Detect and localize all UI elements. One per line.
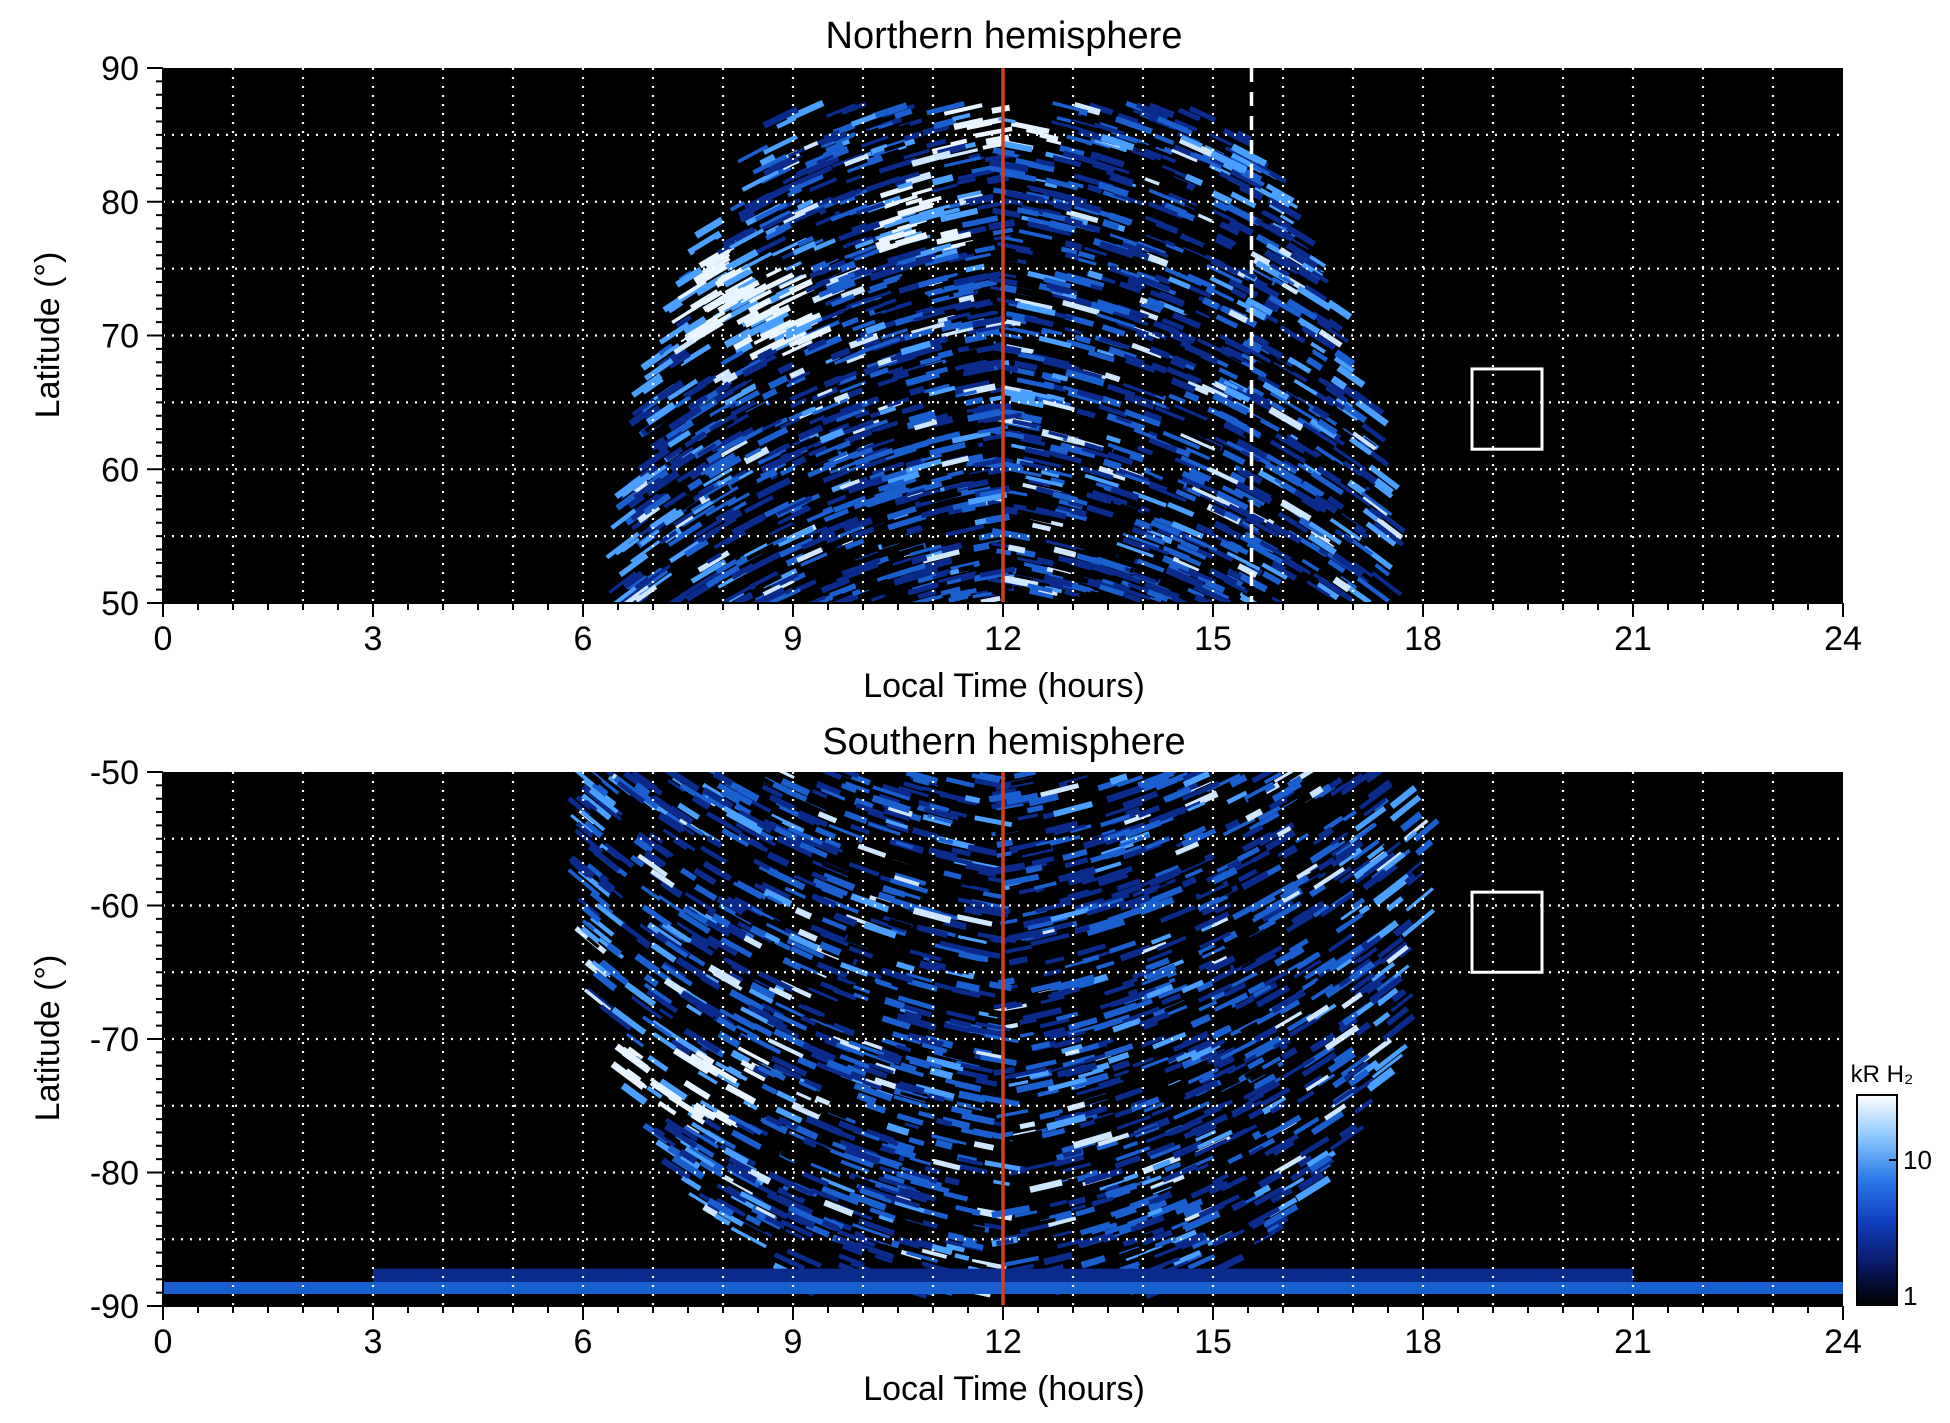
south-title: Southern hemisphere [822, 721, 1185, 763]
north-grid [163, 68, 1843, 603]
south-emission [163, 772, 1843, 1299]
y-tick-label: 50 [101, 585, 139, 623]
x-tick-label: 24 [1824, 620, 1862, 658]
y-tick-label: 70 [101, 318, 139, 356]
x-tick-label: 18 [1404, 1323, 1442, 1361]
x-tick-label: 12 [984, 620, 1022, 658]
x-tick-label: 6 [574, 620, 593, 658]
north-xlabel: Local Time (hours) [863, 667, 1145, 705]
south-box-marker [1470, 890, 1544, 974]
y-tick-label: 80 [101, 184, 139, 222]
x-tick-label: 9 [784, 620, 803, 658]
colorbar-scale [1856, 1094, 1898, 1306]
south-axes: 0 3 6 9 12 15 18 21 24 -50 -60 -70 -80 -90 [90, 754, 1862, 1361]
x-tick-label: 15 [1194, 1323, 1232, 1361]
north-axes: 0 3 6 9 12 15 18 21 24 50 60 70 80 90 [101, 50, 1862, 658]
north-ylabel: Latitude (°) [29, 252, 67, 419]
x-tick-label: 21 [1614, 1323, 1652, 1361]
x-tick-label: 12 [984, 1323, 1022, 1361]
x-tick-label: 24 [1824, 1323, 1862, 1361]
y-tick-label: 90 [101, 50, 139, 88]
x-tick-label: 21 [1614, 620, 1652, 658]
north-reference-lines [1001, 68, 1254, 603]
panel-south: Southern hemisphere 0 3 6 9 12 15 18 21 24 -50 -60… [29, 721, 1862, 1408]
y-tick-label: -70 [90, 1021, 139, 1059]
colorbar-tick-label-10: 10 [1903, 1145, 1932, 1175]
x-tick-label: 6 [574, 1323, 593, 1361]
north-box-marker [1470, 367, 1544, 451]
y-tick-label: 60 [101, 451, 139, 489]
x-tick-label: 9 [784, 1323, 803, 1361]
south-xlabel: Local Time (hours) [863, 1370, 1145, 1408]
colorbar-label: kR H₂ [1851, 1061, 1914, 1088]
north-title: Northern hemisphere [826, 15, 1183, 57]
x-tick-label: 18 [1404, 620, 1442, 658]
x-tick-label: 0 [154, 620, 173, 658]
south-grid [163, 772, 1843, 1306]
x-tick-label: 15 [1194, 620, 1232, 658]
panel-north: Northern hemisphere 0 3 6 9 12 15 18 21 24 50 60 70… [29, 15, 1862, 705]
x-tick-label: 3 [364, 620, 383, 658]
colorbar: kR H₂ 10 1 [1851, 1061, 1932, 1311]
y-tick-label: -90 [90, 1288, 139, 1326]
y-tick-label: -80 [90, 1155, 139, 1193]
x-tick-label: 0 [154, 1323, 173, 1361]
south-ylabel: Latitude (°) [29, 955, 67, 1122]
y-tick-label: -60 [90, 888, 139, 926]
north-emission [605, 99, 1406, 603]
y-tick-label: -50 [90, 754, 139, 792]
colorbar-tick-label-1: 1 [1903, 1281, 1917, 1311]
x-tick-label: 3 [364, 1323, 383, 1361]
